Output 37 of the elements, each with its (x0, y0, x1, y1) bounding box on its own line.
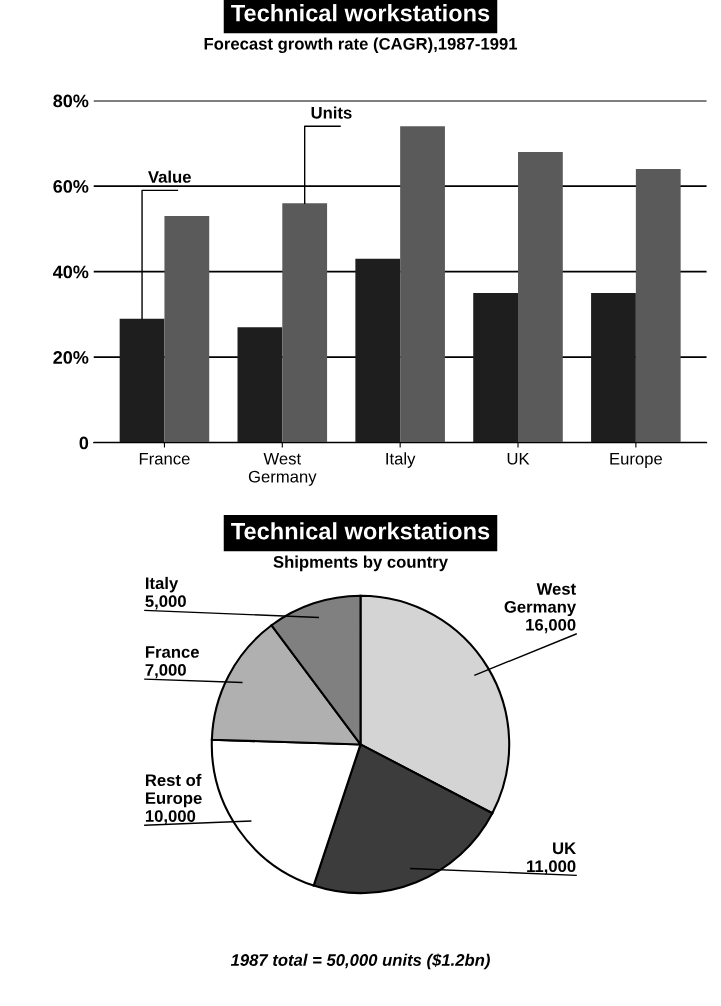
y-tick-label: 0 (79, 436, 89, 450)
y-tick-label: 20% (53, 351, 89, 364)
slice-label: France (145, 646, 199, 658)
data-label: 10,000 (145, 810, 196, 825)
bar (119, 318, 165, 443)
bar (473, 293, 519, 443)
slice-label: West Germany (504, 583, 577, 617)
bar (282, 203, 328, 443)
chart-subtitle: Shipments by country (273, 555, 448, 572)
bar (164, 216, 210, 443)
chart-subtitle: Forecast growth rate (CAGR),1987-1991 (204, 37, 518, 54)
data-label: 5,000 (145, 595, 186, 610)
bar (591, 293, 636, 443)
x-tick-label: Europe (610, 452, 662, 468)
data-label: 11,000 (527, 860, 576, 875)
bar (355, 258, 401, 443)
y-tick-label: 40% (53, 265, 89, 279)
slice-label: UK (553, 842, 576, 855)
y-tick-label: 60% (53, 180, 89, 193)
data-label: 16,000 (526, 618, 576, 634)
bar (400, 126, 445, 443)
bar (237, 327, 283, 443)
slice-label: Rest of Europe (145, 773, 202, 808)
chart-title: Technical workstations (231, 4, 490, 22)
bar (635, 169, 681, 443)
chart-title: Technical workstations (231, 522, 490, 540)
x-tick-label: France (139, 452, 190, 465)
text: 1987 total = 50,000 units ($1.2bn) (230, 953, 490, 970)
y-tick-label: 80% (53, 94, 89, 108)
slice-label: Italy (145, 576, 179, 593)
bar (518, 151, 563, 443)
text: Value (148, 170, 191, 183)
data-label: 7,000 (145, 664, 186, 679)
x-tick-label: West Germany (248, 452, 317, 486)
x-tick-label: Italy (386, 452, 416, 468)
text: Units (311, 106, 352, 119)
x-tick-label: UK (507, 452, 530, 465)
